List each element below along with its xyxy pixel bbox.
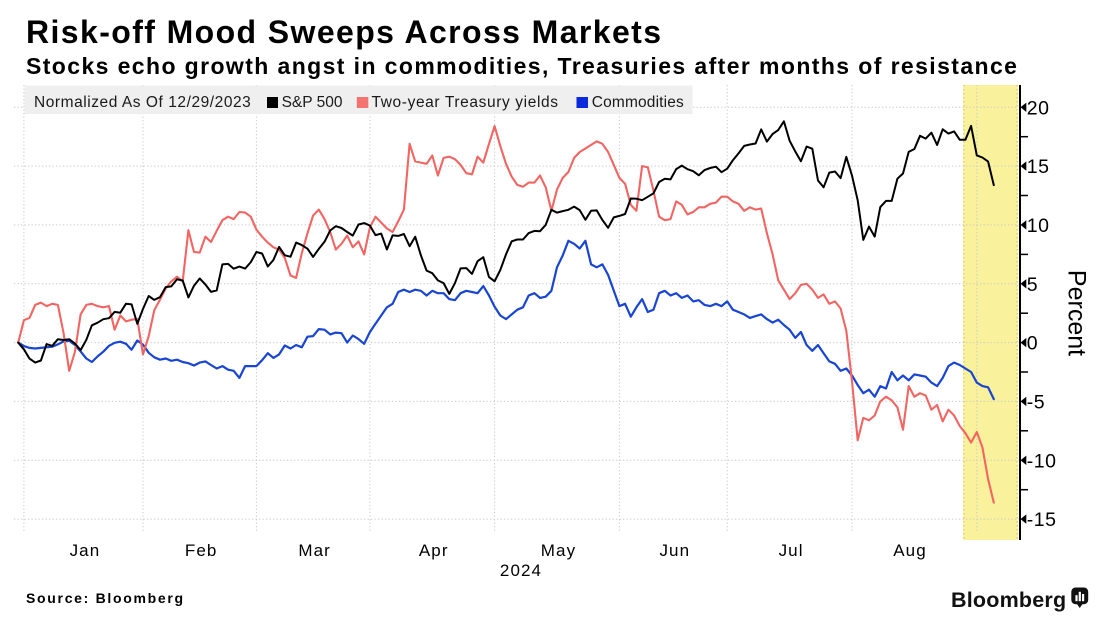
svg-text:Jul: Jul (779, 541, 804, 560)
svg-text:15: 15 (1027, 156, 1050, 178)
svg-text:Source: Bloomberg: Source: Bloomberg (26, 590, 185, 606)
svg-text:20: 20 (1027, 97, 1050, 119)
svg-text:S&P 500: S&P 500 (282, 94, 343, 111)
svg-text:Normalized As Of 12/29/2023: Normalized As Of 12/29/2023 (34, 94, 251, 111)
svg-text:Jan: Jan (70, 541, 101, 560)
svg-text:Feb: Feb (185, 541, 218, 560)
svg-text:Two-year Treasury yields: Two-year Treasury yields (372, 94, 559, 111)
svg-text:Bloomberg: Bloomberg (951, 588, 1066, 612)
svg-text:Aug: Aug (893, 541, 927, 560)
svg-text:0: 0 (1027, 333, 1038, 355)
svg-text:-10: -10 (1027, 450, 1057, 472)
svg-text:Mar: Mar (298, 541, 331, 560)
svg-text:-5: -5 (1027, 391, 1045, 413)
svg-text:-15: -15 (1027, 509, 1057, 531)
svg-text:Jun: Jun (659, 541, 690, 560)
svg-text:10: 10 (1027, 215, 1050, 237)
svg-text:Apr: Apr (419, 541, 449, 560)
svg-text:2024: 2024 (500, 561, 542, 580)
svg-text:Percent: Percent (1063, 270, 1091, 356)
svg-text:5: 5 (1027, 274, 1038, 296)
svg-text:May: May (541, 541, 576, 560)
svg-text:Commodities: Commodities (592, 94, 684, 111)
